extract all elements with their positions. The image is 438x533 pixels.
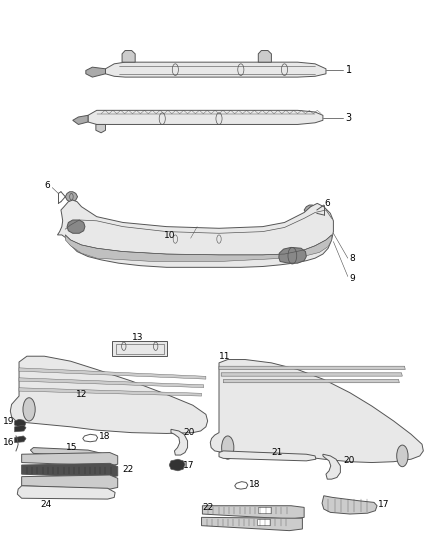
Polygon shape — [65, 235, 332, 262]
Polygon shape — [219, 451, 316, 461]
Text: 18: 18 — [99, 432, 110, 441]
Text: 19: 19 — [3, 417, 14, 426]
Polygon shape — [221, 373, 402, 376]
Polygon shape — [19, 368, 206, 379]
Bar — [116, 344, 163, 354]
Text: 15: 15 — [66, 443, 78, 452]
Circle shape — [397, 445, 408, 467]
Text: 20: 20 — [183, 428, 194, 437]
Polygon shape — [202, 506, 304, 519]
Polygon shape — [106, 62, 326, 77]
Text: 17: 17 — [183, 462, 195, 470]
Text: 22: 22 — [202, 503, 214, 512]
Polygon shape — [122, 51, 135, 62]
Text: 10: 10 — [164, 231, 176, 240]
Text: 11: 11 — [219, 352, 230, 361]
Text: 6: 6 — [44, 181, 50, 190]
Polygon shape — [30, 448, 102, 457]
Polygon shape — [112, 341, 166, 356]
Text: 1: 1 — [346, 64, 352, 75]
Polygon shape — [96, 125, 106, 133]
Circle shape — [23, 398, 35, 421]
Polygon shape — [223, 379, 399, 383]
Polygon shape — [86, 67, 106, 77]
Polygon shape — [65, 192, 78, 201]
Polygon shape — [322, 496, 377, 514]
Polygon shape — [88, 110, 323, 125]
Polygon shape — [304, 205, 317, 215]
Polygon shape — [73, 115, 88, 125]
Text: 17: 17 — [378, 500, 389, 510]
Polygon shape — [171, 429, 187, 455]
Text: 22: 22 — [122, 465, 133, 474]
Polygon shape — [19, 388, 201, 396]
Text: 24: 24 — [40, 499, 51, 508]
Polygon shape — [14, 436, 26, 442]
Polygon shape — [323, 454, 340, 479]
Polygon shape — [219, 366, 405, 369]
Polygon shape — [57, 200, 333, 268]
Text: 18: 18 — [249, 480, 260, 489]
Polygon shape — [258, 51, 272, 62]
Polygon shape — [210, 360, 424, 463]
Polygon shape — [21, 463, 118, 478]
Text: 9: 9 — [349, 273, 355, 282]
Polygon shape — [17, 486, 115, 499]
Bar — [258, 519, 270, 525]
Polygon shape — [67, 220, 85, 233]
Text: 6: 6 — [325, 199, 330, 208]
Text: 3: 3 — [346, 113, 352, 123]
Polygon shape — [169, 459, 185, 471]
Text: 16: 16 — [3, 438, 14, 447]
Polygon shape — [14, 425, 26, 432]
Polygon shape — [21, 475, 118, 489]
Text: 8: 8 — [349, 254, 355, 263]
Polygon shape — [14, 419, 26, 427]
Polygon shape — [279, 247, 306, 263]
Polygon shape — [11, 356, 208, 433]
Text: 20: 20 — [343, 456, 354, 465]
Circle shape — [222, 436, 234, 459]
Polygon shape — [201, 518, 302, 531]
Polygon shape — [19, 378, 204, 387]
Text: 21: 21 — [272, 448, 283, 457]
Polygon shape — [21, 453, 118, 466]
Text: 13: 13 — [132, 333, 143, 342]
Text: 12: 12 — [76, 390, 87, 399]
Bar — [258, 507, 271, 513]
